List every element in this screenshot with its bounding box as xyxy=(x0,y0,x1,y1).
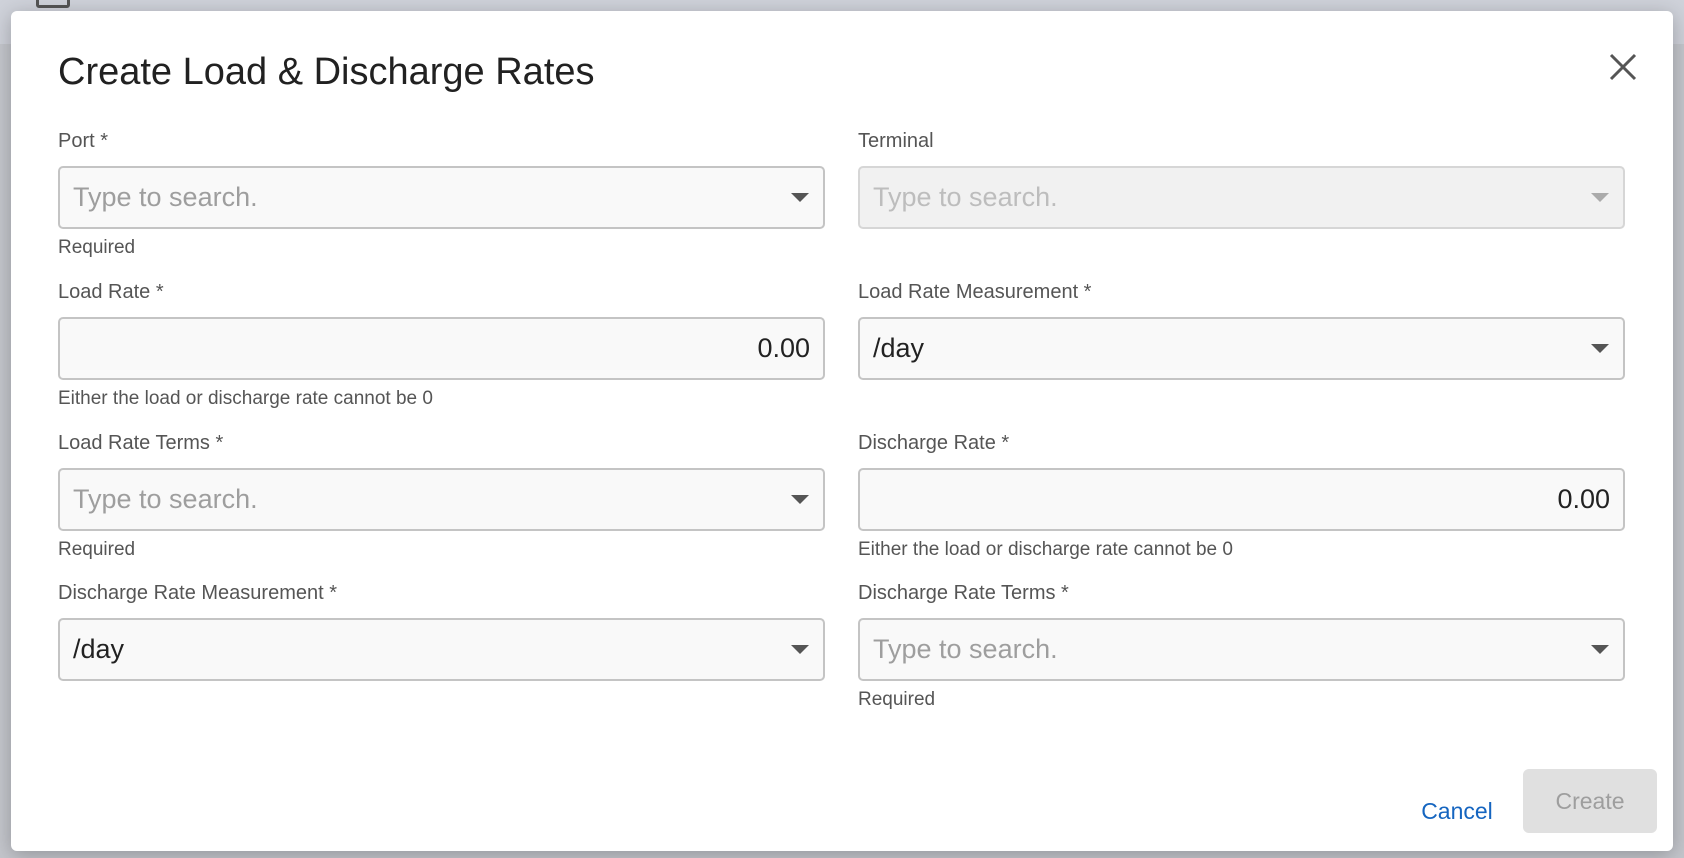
load-rate-label: Load Rate * xyxy=(58,281,164,303)
discharge-rate-terms-placeholder: Type to search. xyxy=(873,634,1058,664)
load-rate-input[interactable]: 0.00 xyxy=(58,317,825,380)
cancel-button[interactable]: Cancel xyxy=(1421,798,1493,824)
create-button[interactable]: Create xyxy=(1523,769,1657,833)
load-rate-helper: Either the load or discharge rate cannot… xyxy=(58,388,433,409)
chevron-down-icon xyxy=(1591,193,1609,202)
port-field: Port * Type to search. Required xyxy=(58,126,825,259)
discharge-rate-measurement-value: /day xyxy=(73,634,125,664)
terminal-input: Type to search. xyxy=(858,166,1625,229)
discharge-rate-terms-field: Discharge Rate Terms * Type to search. R… xyxy=(858,578,1625,711)
port-input[interactable]: Type to search. xyxy=(58,166,825,229)
port-label: Port * xyxy=(58,130,109,152)
discharge-rate-terms-input[interactable]: Type to search. xyxy=(858,618,1625,681)
terminal-placeholder: Type to search. xyxy=(873,182,1058,212)
load-rate-measurement-value: /day xyxy=(873,333,925,363)
discharge-rate-measurement-select[interactable]: /day xyxy=(58,618,825,681)
load-rate-terms-field: Load Rate Terms * Type to search. Requir… xyxy=(58,428,825,561)
load-rate-field: Load Rate * 0.00 Either the load or disc… xyxy=(58,277,825,410)
close-icon[interactable] xyxy=(1603,47,1643,87)
discharge-rate-input[interactable]: 0.00 xyxy=(858,468,1625,531)
port-helper: Required xyxy=(58,237,136,258)
load-rate-terms-label: Load Rate Terms * xyxy=(58,432,224,454)
chevron-down-icon[interactable] xyxy=(791,495,809,504)
port-placeholder: Type to search. xyxy=(73,182,258,212)
chevron-down-icon[interactable] xyxy=(1591,645,1609,654)
load-rate-measurement-select[interactable]: /day xyxy=(858,317,1625,380)
load-rate-terms-input[interactable]: Type to search. xyxy=(58,468,825,531)
discharge-rate-terms-helper: Required xyxy=(858,689,936,710)
load-rate-terms-helper: Required xyxy=(58,539,136,560)
terminal-label: Terminal xyxy=(858,130,934,152)
load-rate-measurement-label: Load Rate Measurement * xyxy=(858,281,1092,303)
app-icon xyxy=(36,0,70,8)
discharge-rate-label: Discharge Rate * xyxy=(858,432,1010,454)
load-rate-measurement-field: Load Rate Measurement * /day xyxy=(858,277,1625,380)
discharge-rate-field: Discharge Rate * 0.00 Either the load or… xyxy=(858,428,1625,561)
chevron-down-icon[interactable] xyxy=(791,193,809,202)
discharge-rate-measurement-field: Discharge Rate Measurement * /day xyxy=(58,578,825,681)
chevron-down-icon[interactable] xyxy=(1591,344,1609,353)
terminal-field: Terminal Type to search. xyxy=(858,126,1625,229)
dialog-title: Create Load & Discharge Rates xyxy=(58,51,595,93)
discharge-rate-helper: Either the load or discharge rate cannot… xyxy=(858,539,1233,560)
discharge-rate-terms-label: Discharge Rate Terms * xyxy=(858,582,1069,604)
chevron-down-icon[interactable] xyxy=(791,645,809,654)
load-rate-terms-placeholder: Type to search. xyxy=(73,484,258,514)
create-rates-dialog: Create Load & Discharge Rates Port * Typ… xyxy=(11,11,1673,851)
discharge-rate-measurement-label: Discharge Rate Measurement * xyxy=(58,582,338,604)
